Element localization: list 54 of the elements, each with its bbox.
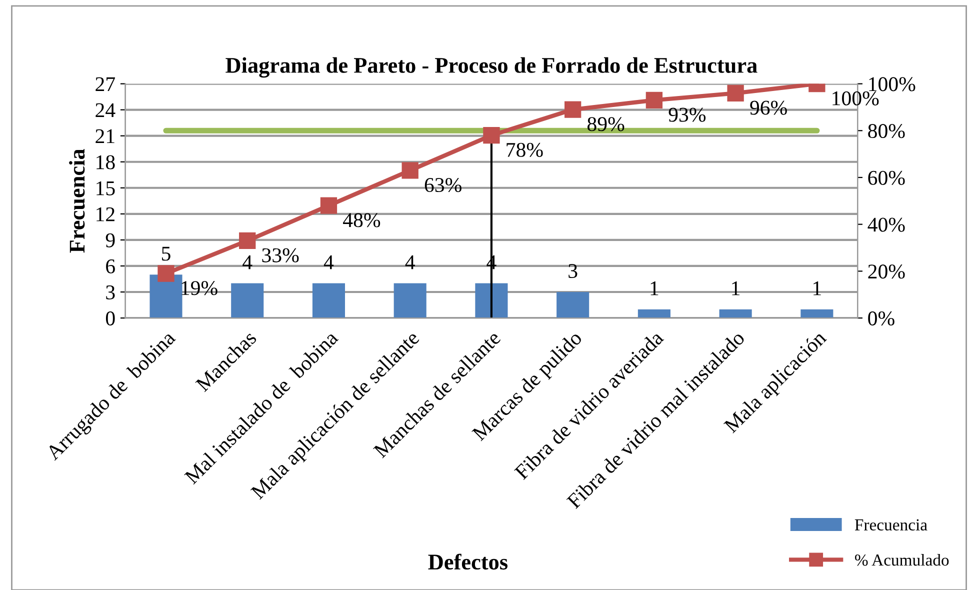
data-label: 33%: [262, 248, 299, 262]
point: [646, 92, 663, 109]
legend-label: % Acumulado: [854, 554, 949, 566]
data-label: 1: [814, 281, 821, 296]
x-axis-title: Defectos: [428, 554, 508, 570]
bar: [719, 309, 752, 318]
data-label: 96%: [750, 100, 787, 115]
point: [158, 265, 174, 282]
data-label: 4: [242, 255, 252, 270]
bar: [800, 309, 834, 318]
data-label: 3: [568, 264, 578, 278]
bar: [312, 283, 345, 318]
y2-tick-label: 0%: [868, 311, 894, 326]
point: [239, 232, 256, 250]
bar: [150, 274, 182, 318]
data-label: 5: [162, 246, 170, 261]
point: [402, 162, 418, 179]
data-label: 93%: [668, 108, 706, 122]
point: [320, 197, 338, 214]
y-tick-label: 18: [96, 155, 115, 170]
y-tick-label: 9: [106, 233, 115, 248]
y-tick-label: 12: [96, 207, 114, 222]
data-label: 63%: [424, 178, 462, 192]
y-tick-label: 27: [96, 77, 115, 92]
data-label: 4: [324, 255, 334, 270]
y-tick-label: 15: [96, 181, 115, 196]
y-tick-label: 3: [106, 285, 115, 300]
point: [727, 84, 744, 102]
bar: [475, 283, 508, 318]
legend-label: Frecuencia: [854, 519, 928, 530]
data-label: 1: [650, 281, 658, 296]
bar: [231, 283, 264, 318]
bar: [638, 309, 670, 318]
y2-tick-label: 100%: [869, 77, 916, 92]
bar: [556, 292, 590, 318]
y2-tick-label: 40%: [868, 218, 905, 232]
y-tick-label: 24: [96, 103, 116, 118]
bar: [394, 283, 426, 318]
data-label: 100%: [832, 91, 879, 106]
point: [564, 101, 582, 118]
chart-title: Diagrama de Pareto - Proceso de Forrado de Estructura: [226, 57, 758, 78]
y-axis-title: Frecuencia: [69, 148, 85, 253]
point: [483, 126, 500, 144]
data-label: 48%: [343, 213, 380, 228]
y-tick-label: 0: [106, 311, 115, 326]
data-label: 89%: [588, 117, 624, 132]
y2-tick-label: 80%: [868, 124, 905, 138]
y-tick-label: 6: [106, 259, 115, 274]
y-tick-label: 21: [96, 129, 114, 144]
y2-tick-label: 60%: [868, 170, 905, 185]
data-label: 1: [732, 281, 740, 296]
y2-tick-label: 20%: [868, 264, 905, 279]
data-label: 4: [405, 255, 415, 270]
data-label: 78%: [506, 142, 543, 157]
